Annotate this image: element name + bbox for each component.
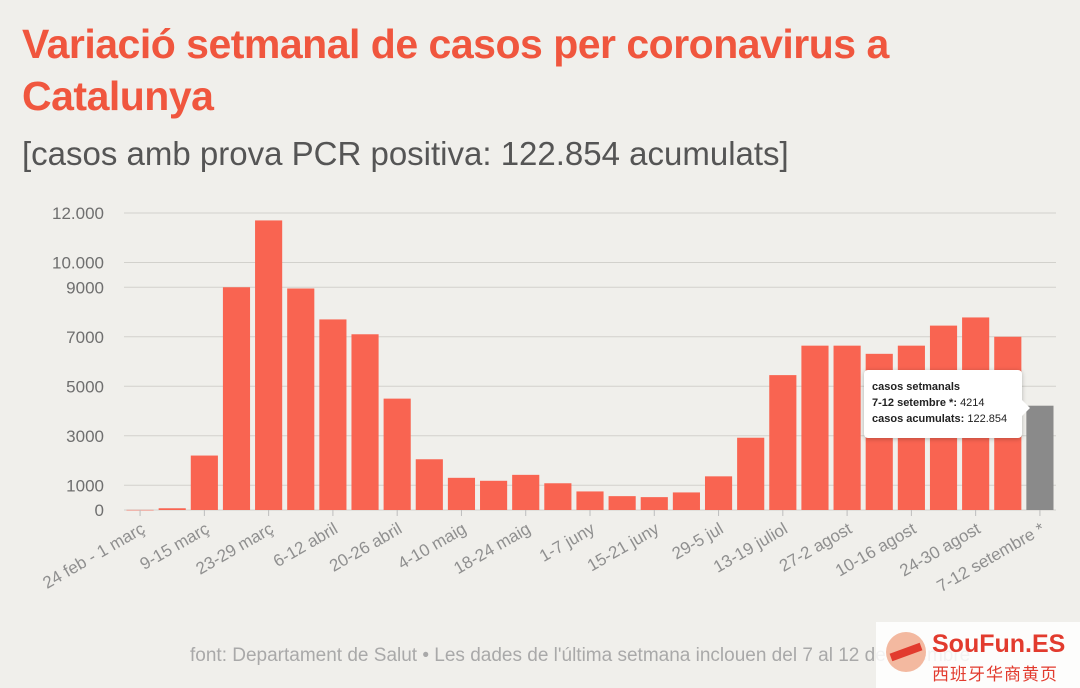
x-tick-label: 20-26 abril — [326, 519, 405, 576]
bar — [1026, 405, 1054, 510]
y-tick-label: 1000 — [66, 476, 104, 495]
tooltip-week-label: 7-12 setembre *: — [872, 397, 957, 409]
x-tick-label: 24 feb - 1 març — [40, 519, 149, 593]
y-axis-ticks: 0 1000 3000 5000 7000 9000 10.000 12.000 — [52, 204, 104, 520]
tooltip-arrow — [1022, 400, 1030, 416]
bar — [833, 345, 861, 510]
bar — [222, 287, 251, 510]
source-footer: font: Departament de Salut • Les dades d… — [190, 645, 971, 666]
y-tick-label: 3000 — [66, 427, 104, 446]
bar — [672, 492, 700, 510]
x-tick-label: 15-21 juny — [584, 519, 663, 575]
y-tick-label: 12.000 — [52, 204, 104, 223]
y-tick-label: 7000 — [66, 328, 104, 347]
tooltip-heading: casos setmanals — [872, 381, 961, 393]
bar — [287, 288, 315, 510]
y-tick-label: 0 — [95, 501, 104, 520]
bar — [576, 491, 604, 510]
data-tooltip: casos setmanals 7-12 setembre *: 4214 ca… — [864, 370, 1030, 438]
x-tick-label: 13-19 juliol — [710, 519, 791, 577]
bar — [319, 319, 347, 510]
y-tick-label: 5000 — [66, 377, 104, 396]
bar — [480, 480, 508, 510]
x-tick-label: 7-12 setembre * — [934, 519, 1049, 596]
bar — [640, 497, 668, 510]
bar — [190, 455, 218, 510]
bar — [704, 476, 733, 510]
bar — [801, 345, 829, 510]
watermark-tagline: 西班牙华商黄页 — [932, 665, 1058, 685]
bar — [351, 334, 379, 510]
y-tick-label: 10.000 — [52, 254, 104, 273]
watermark: SouFun.ES 西班牙华商黄页 — [876, 622, 1080, 688]
watermark-brand: SouFun.ES — [932, 630, 1066, 658]
tooltip-week-value: 4214 — [960, 397, 985, 409]
bar — [383, 398, 411, 510]
bar — [415, 459, 443, 510]
bar — [512, 474, 540, 510]
y-tick-label: 9000 — [66, 278, 104, 297]
bar — [608, 496, 636, 510]
tooltip-total-value: 122.854 — [967, 413, 1008, 425]
bar — [255, 220, 283, 511]
bar — [737, 437, 765, 510]
bars — [126, 220, 1054, 511]
bar — [158, 508, 186, 510]
watermark-logo-icon — [886, 632, 926, 672]
bar — [769, 375, 797, 510]
bar — [447, 477, 476, 510]
tooltip-total-label: casos acumulats: — [872, 413, 965, 425]
chart-title: Variació setmanal de casos per coronavir… — [22, 21, 889, 119]
bar — [544, 483, 572, 510]
chart-subtitle: [casos amb prova PCR positiva: 122.854 a… — [22, 135, 789, 172]
